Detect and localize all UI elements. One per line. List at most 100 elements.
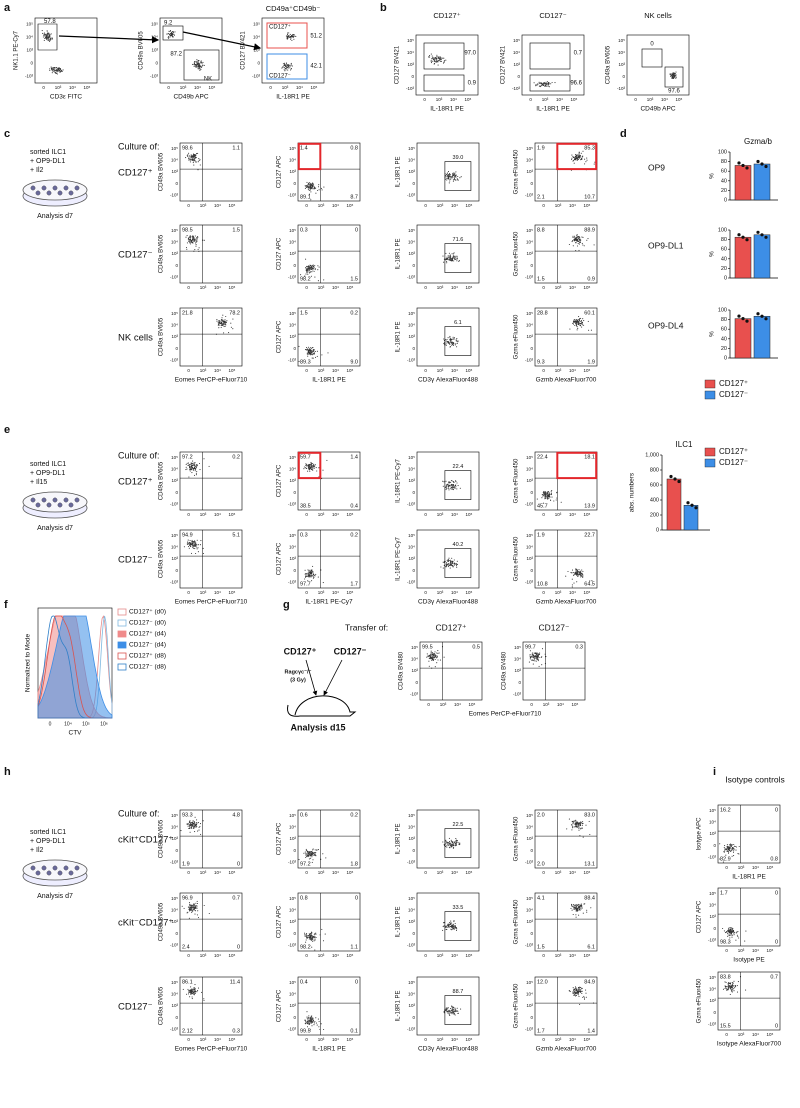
event-dot [307, 273, 309, 275]
event-dot [310, 852, 312, 854]
event-dot [195, 465, 197, 467]
event-dot [195, 64, 198, 66]
event-dot [575, 324, 578, 326]
analysis-label: Analysis d7 [37, 893, 73, 900]
event-dot [543, 492, 545, 495]
event-dot [528, 661, 530, 663]
cell-icon [68, 502, 74, 508]
event-dot [304, 185, 307, 187]
event-dot [442, 567, 444, 569]
event-dot [190, 906, 192, 908]
event-dot [448, 560, 450, 562]
event-dot [727, 928, 730, 930]
event-dot [317, 186, 320, 188]
event-dot [457, 485, 459, 487]
event-dot [455, 838, 457, 840]
event-dot [577, 905, 579, 907]
event-dot [307, 182, 309, 184]
event-dot [533, 658, 535, 660]
event-dot [576, 159, 578, 161]
x-tick-label: 10⁵ [228, 203, 235, 208]
y-tick-label: -10³ [525, 942, 534, 947]
event-dot [727, 984, 729, 986]
event-dot [195, 545, 197, 547]
event-dot [435, 58, 437, 60]
gate-value: 2.0 [537, 812, 545, 818]
event-dot [452, 842, 454, 844]
setup-text: sorted ILC1 [30, 149, 66, 156]
event-dot [308, 465, 310, 467]
event-dot [43, 32, 45, 34]
event-dot [577, 991, 580, 994]
event-dot [452, 172, 454, 174]
event-dot [572, 240, 574, 242]
x-tick-label: 0 [424, 285, 427, 290]
event-dot [581, 824, 583, 826]
gate-value: 0 [355, 979, 358, 985]
plot-frame [415, 34, 479, 96]
x-tick-label: 0 [305, 590, 308, 595]
gate-value: 64.5 [584, 581, 595, 587]
event-dot [538, 82, 541, 84]
cell-icon [35, 190, 41, 196]
event-dot [538, 81, 540, 83]
gate-value: 0 [775, 890, 778, 896]
culture-label: Culture of: [118, 450, 160, 460]
event-dot [190, 821, 192, 824]
event-dot [443, 564, 445, 566]
event-dot [571, 157, 573, 159]
event-dot [189, 820, 191, 822]
x-tick-label: 10³ [555, 203, 562, 208]
event-dot [196, 59, 198, 61]
event-dot [572, 156, 574, 159]
event-dot [195, 245, 197, 247]
event-dot [313, 934, 315, 936]
event-dot [311, 853, 314, 855]
x-axis-label: IL-18R1 PE [430, 106, 464, 113]
event-dot [445, 562, 448, 564]
y-tick-label: 10⁵ [526, 896, 533, 901]
event-dot [582, 244, 584, 246]
y-tick-label: 0 [175, 1015, 178, 1020]
event-dot [452, 344, 454, 346]
event-dot [577, 990, 579, 992]
plot-frame [717, 887, 781, 947]
event-dot [452, 256, 454, 258]
y-tick-label: 0 [713, 843, 716, 848]
panel-letter: b [380, 2, 387, 14]
y-tick-label: 80 [721, 237, 727, 243]
y-tick-label: 10⁴ [408, 240, 415, 245]
event-dot [446, 846, 448, 848]
event-dot [460, 1008, 462, 1010]
gate [444, 470, 472, 500]
legend-swatch [117, 663, 127, 671]
x-tick-label: 10⁴ [451, 512, 458, 517]
event-dot [545, 491, 547, 493]
event-dot [223, 321, 225, 323]
row-label: CD127⁺ [118, 477, 153, 488]
event-dot [317, 1018, 319, 1020]
event-dot [230, 326, 232, 328]
event-dot [322, 853, 324, 855]
event-dot [575, 157, 577, 159]
x-tick-label: 10⁵ [766, 948, 773, 953]
event-dot [308, 271, 310, 273]
event-dot [451, 260, 454, 262]
event-dot [577, 321, 579, 323]
event-dot [286, 34, 289, 36]
event-dot [577, 992, 580, 994]
gate-value: 0.2 [350, 532, 358, 538]
event-dot [451, 561, 453, 563]
event-dot [54, 67, 56, 69]
event-dot [45, 33, 47, 35]
legend-swatch [117, 652, 127, 660]
legend-label: CD127⁺ [719, 379, 748, 388]
y-tick-label: 0 [175, 181, 178, 186]
event-dot [305, 186, 307, 189]
cell-icon [52, 185, 58, 191]
event-dot [452, 566, 454, 568]
event-dot [284, 63, 286, 65]
event-dot [575, 992, 577, 994]
event-dot [194, 904, 196, 906]
legend-swatch [704, 379, 716, 389]
